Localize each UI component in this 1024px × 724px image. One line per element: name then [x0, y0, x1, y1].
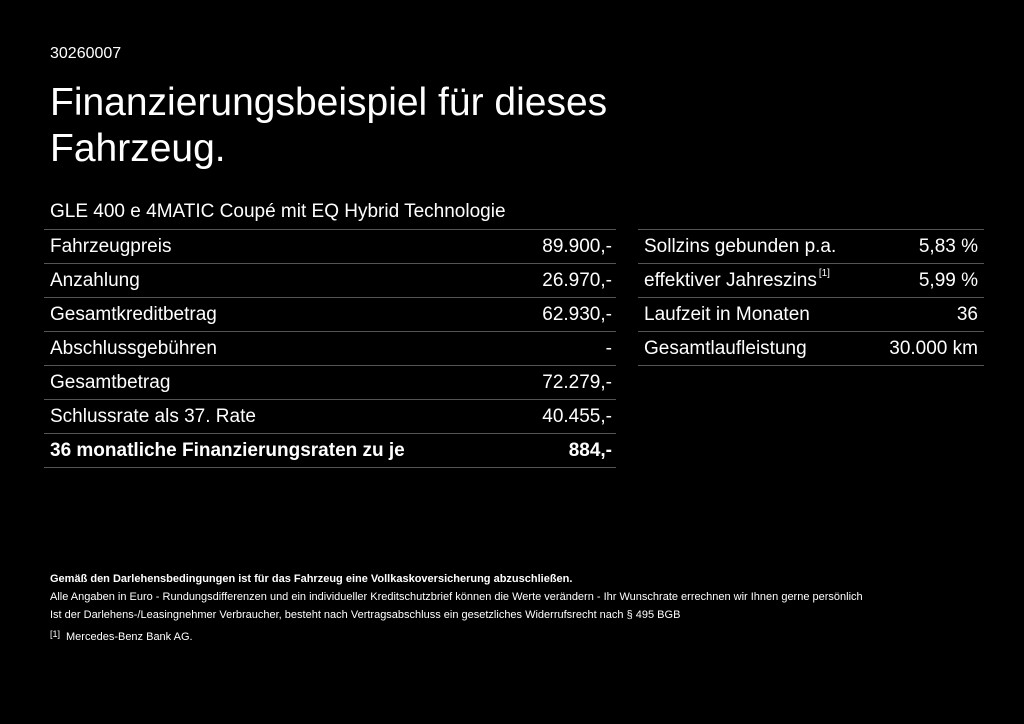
table-row: Gesamtkreditbetrag 62.930,-: [44, 297, 616, 332]
footnote-text: Mercedes-Benz Bank AG.: [66, 631, 193, 643]
disclaimer-line: Ist der Darlehens-/Leasingnehmer Verbrau…: [50, 609, 681, 621]
row-label: effektiver Jahreszins: [644, 269, 817, 291]
disclaimer-line: Alle Angaben in Euro - Rundungsdifferenz…: [50, 591, 863, 603]
legal-notes: Gemäß den Darlehensbedingungen ist für d…: [50, 570, 990, 646]
row-value: -: [518, 331, 616, 366]
row-value: 5,83 %: [872, 229, 984, 264]
offer-code: 30260007: [50, 45, 122, 62]
table-row: Laufzeit in Monaten 36: [638, 297, 984, 332]
interest-table: Sollzins gebunden p.a. 5,83 % effektiver…: [638, 229, 984, 366]
row-label: Fahrzeugpreis: [44, 229, 519, 264]
table-row: Abschlussgebühren -: [44, 331, 616, 366]
row-label: Gesamtkreditbetrag: [44, 297, 519, 332]
table-row: effektiver Jahreszins [1] 5,99 %: [638, 263, 984, 298]
row-value: 62.930,-: [518, 297, 616, 332]
row-value: 26.970,-: [518, 263, 616, 298]
monthly-rate-row: 36 monatliche Finanzierungsraten zu je 8…: [44, 433, 616, 468]
row-label: Gesamtlaufleistung: [638, 331, 873, 366]
table-row: Gesamtbetrag 72.279,-: [44, 365, 616, 400]
footnote: [1] Mercedes-Benz Bank AG.: [50, 628, 990, 646]
row-value: 89.900,-: [518, 229, 616, 264]
row-value: 40.455,-: [518, 399, 616, 434]
row-label: Sollzins gebunden p.a.: [638, 229, 873, 264]
row-label-with-ref: effektiver Jahreszins [1]: [638, 263, 873, 298]
row-label: 36 monatliche Finanzierungsraten zu je: [44, 433, 519, 468]
row-value: 36: [872, 297, 984, 332]
insurance-notice: Gemäß den Darlehensbedingungen ist für d…: [50, 573, 573, 585]
table-row: Fahrzeugpreis 89.900,-: [44, 229, 616, 264]
row-value: 30.000 km: [872, 331, 984, 366]
table-row: Schlussrate als 37. Rate 40.455,-: [44, 399, 616, 434]
table-row: Gesamtlaufleistung 30.000 km: [638, 331, 984, 366]
page-title: Finanzierungsbeispiel für dieses Fahrzeu…: [50, 81, 608, 170]
row-label: Schlussrate als 37. Rate: [44, 399, 519, 434]
footnote-marker: [1]: [50, 629, 61, 639]
row-label: Gesamtbetrag: [44, 365, 519, 400]
table-row: Sollzins gebunden p.a. 5,83 %: [638, 229, 984, 264]
row-label: Abschlussgebühren: [44, 331, 519, 366]
footnote-ref: [1]: [818, 267, 830, 279]
vehicle-model: GLE 400 e 4MATIC Coupé mit EQ Hybrid Tec…: [50, 201, 506, 222]
row-label: Laufzeit in Monaten: [638, 297, 873, 332]
financing-table: Fahrzeugpreis 89.900,- Anzahlung 26.970,…: [44, 229, 616, 468]
table-row: Anzahlung 26.970,-: [44, 263, 616, 298]
row-value: 5,99 %: [872, 263, 984, 298]
row-value: 884,-: [518, 433, 616, 468]
row-label: Anzahlung: [44, 263, 519, 298]
row-value: 72.279,-: [518, 365, 616, 400]
